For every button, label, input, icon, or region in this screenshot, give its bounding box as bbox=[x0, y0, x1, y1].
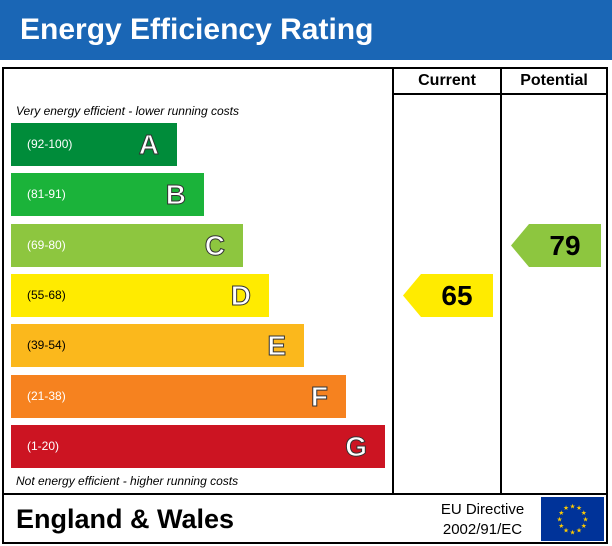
band-letter: C bbox=[204, 229, 225, 261]
eu-flag-icon: ★ ★★★★★★★★★★★ bbox=[541, 497, 604, 541]
column-header-current: Current bbox=[418, 72, 476, 89]
directive-line2: 2002/91/EC bbox=[442, 521, 523, 538]
current-rating-value: 65 bbox=[441, 279, 473, 311]
band-range: (55-68) bbox=[27, 287, 66, 302]
band-g: (1-20) G bbox=[11, 424, 385, 468]
divider-potential bbox=[500, 67, 502, 495]
note-top: Very energy efficient - lower running co… bbox=[16, 104, 239, 118]
directive-line1: EU Directive bbox=[440, 501, 525, 518]
eu-star-icon: ★ bbox=[581, 523, 587, 530]
eu-directive: EU Directive 2002/91/EC bbox=[420, 500, 545, 540]
band-c: (69-80) C bbox=[11, 223, 243, 267]
band-b: (81-91) B bbox=[11, 173, 204, 217]
potential-rating-arrow: 79 bbox=[511, 223, 601, 267]
note-bottom: Not energy efficient - higher running co… bbox=[16, 474, 239, 488]
band-letter: E bbox=[267, 330, 287, 362]
band-range: (92-100) bbox=[27, 137, 73, 151]
eu-star-icon: ★ bbox=[563, 505, 569, 512]
eu-star-icon: ★ bbox=[558, 523, 564, 530]
band-d: (55-68) D bbox=[11, 273, 269, 317]
band-letter: A bbox=[138, 129, 159, 161]
divider-current bbox=[392, 67, 394, 495]
eu-star-icon: ★ bbox=[583, 516, 589, 523]
band-letter: B bbox=[165, 179, 186, 211]
eu-star-icon: ★ bbox=[558, 510, 564, 517]
current-arrow-shape bbox=[403, 273, 493, 317]
band-range: (69-80) bbox=[27, 237, 66, 252]
potential-rating-value: 79 bbox=[549, 229, 581, 261]
band-letter: F bbox=[310, 380, 328, 412]
eu-star-icon: ★ bbox=[563, 528, 569, 535]
rating-frame bbox=[2, 67, 608, 544]
band-f: (21-38) F bbox=[11, 374, 346, 418]
eu-star-icon: ★ bbox=[581, 510, 587, 517]
eu-star-icon: ★ bbox=[570, 503, 576, 510]
eu-star-icon: ★ bbox=[557, 516, 563, 523]
potential-arrow-shape bbox=[511, 223, 601, 267]
footer-divider bbox=[2, 493, 608, 495]
eu-star-icon: ★ bbox=[576, 505, 582, 512]
page-title: Energy Efficiency Rating bbox=[20, 13, 374, 46]
eu-star-icon: ★ bbox=[576, 528, 582, 535]
band-range: (39-54) bbox=[27, 338, 66, 353]
band-e: (39-54) E bbox=[11, 324, 304, 368]
header-divider bbox=[392, 93, 606, 95]
column-header-potential: Potential bbox=[520, 72, 588, 89]
eu-star-icon: ★ bbox=[570, 529, 576, 536]
band-a: (92-100) A bbox=[11, 123, 177, 166]
band-letter: G bbox=[345, 430, 368, 462]
band-range: (21-38) bbox=[27, 388, 66, 403]
band-letter: D bbox=[230, 279, 251, 311]
band-range: (1-20) bbox=[27, 438, 60, 453]
current-rating-arrow: 65 bbox=[403, 273, 493, 317]
title-bar: Energy Efficiency Rating bbox=[0, 0, 612, 60]
region-label: England & Wales bbox=[16, 504, 235, 534]
band-range: (81-91) bbox=[27, 187, 66, 202]
